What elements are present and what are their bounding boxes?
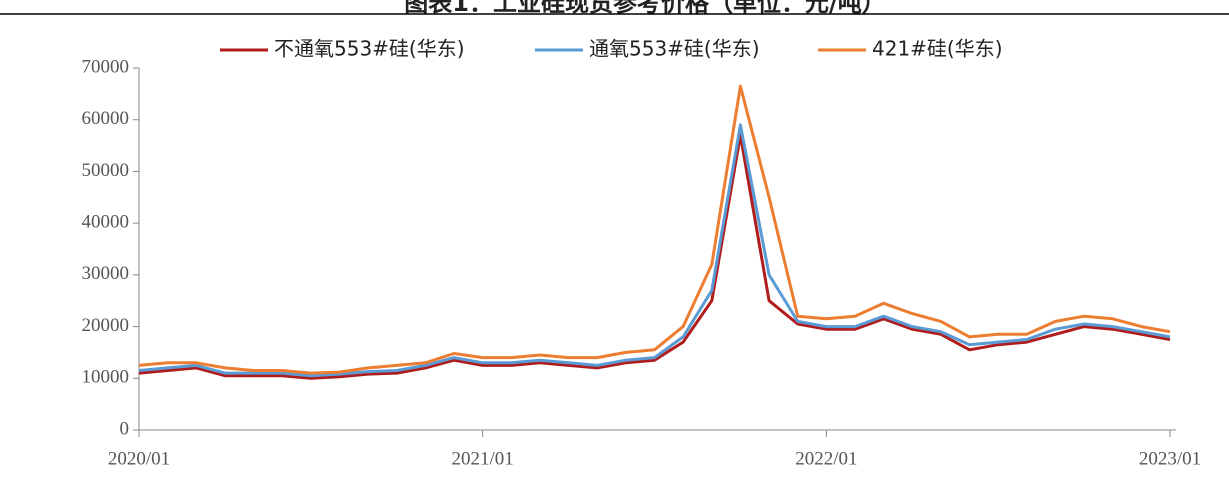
x-tick-label: 2021/01 xyxy=(452,448,514,469)
x-tick-label: 2023/01 xyxy=(1139,448,1201,469)
y-tick-label: 70000 xyxy=(82,56,130,77)
y-tick-label: 40000 xyxy=(82,212,130,233)
series-line xyxy=(138,123,1171,378)
y-tick-label: 20000 xyxy=(82,315,130,336)
y-tick-label: 50000 xyxy=(82,160,130,181)
legend-label: 421#硅(华东) xyxy=(872,37,1003,61)
y-tick-label: 30000 xyxy=(82,263,130,284)
y-tick-label: 0 xyxy=(120,418,130,439)
x-tick-label: 2022/01 xyxy=(795,448,857,469)
y-tick-label: 60000 xyxy=(82,108,130,129)
chart-title: 图表1：工业硅现货参考价格（单位：元/吨） xyxy=(404,0,885,17)
series-line xyxy=(138,84,1171,375)
y-tick-label: 10000 xyxy=(82,367,130,388)
legend-label: 通氧553#硅(华东) xyxy=(589,37,760,61)
legend-label: 不通氧553#硅(华东) xyxy=(274,37,465,61)
x-tick-label: 2020/01 xyxy=(108,448,170,469)
series-line xyxy=(138,133,1171,380)
